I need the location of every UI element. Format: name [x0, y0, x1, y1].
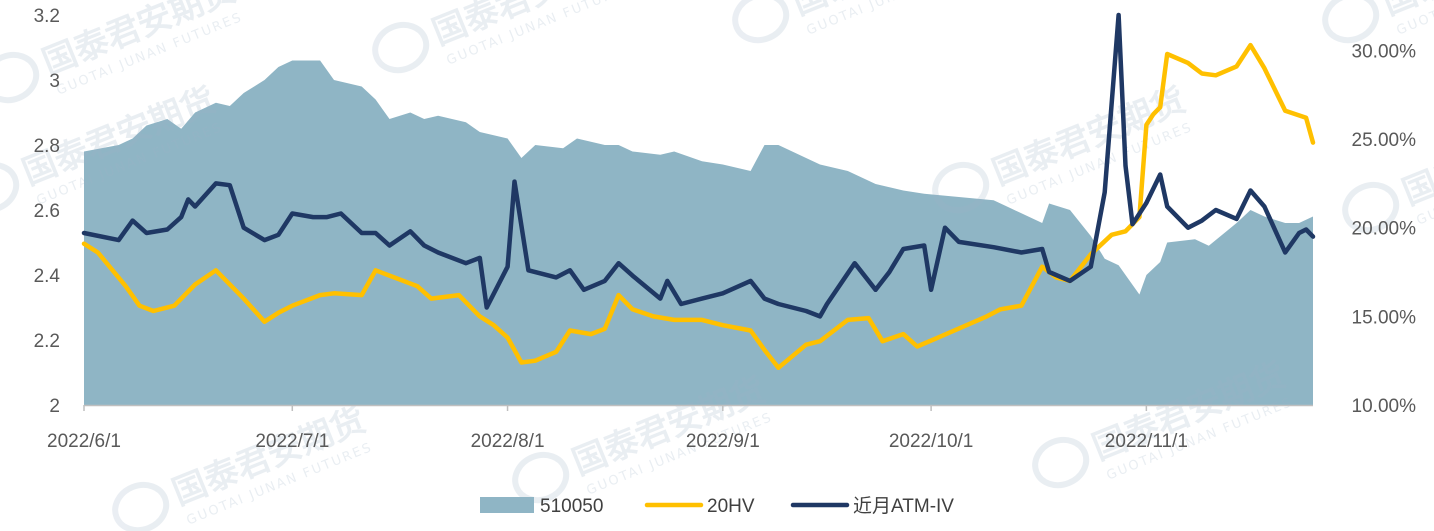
watermark-logo-icon — [0, 161, 20, 214]
watermark-logo-icon — [512, 451, 570, 504]
right-tick-label: 20.00% — [1352, 219, 1417, 240]
left-tick-label: 2 — [49, 396, 60, 417]
x-tick-label: 2022/10/1 — [889, 431, 974, 452]
right-tick-label: 10.00% — [1352, 396, 1417, 417]
watermark-logo-icon — [1032, 436, 1090, 489]
watermark-text: 国泰君安期货 — [37, 0, 241, 84]
watermark-text: 国泰君安期货 — [1397, 100, 1434, 214]
x-tick-label: 2022/9/1 — [686, 431, 760, 452]
right-tick-label: 25.00% — [1352, 130, 1417, 151]
x-tick-label: 2022/8/1 — [471, 431, 545, 452]
left-tick-label: 2.6 — [34, 201, 60, 222]
legend: 510050 20HV 近月ATM-IV — [480, 495, 954, 517]
legend-item-2: 近月ATM-IV — [790, 495, 954, 517]
x-tick-label: 2022/6/1 — [47, 431, 121, 452]
line-series-layer — [81, 12, 1316, 371]
watermark-logo-icon — [932, 161, 990, 214]
watermark-logo-icon — [1342, 181, 1400, 234]
legend-label: 近月ATM-IV — [853, 495, 954, 517]
right-tick-label: 15.00% — [1352, 307, 1417, 328]
watermark-logo-icon — [1322, 0, 1380, 44]
legend-item-0: 510050 — [480, 496, 603, 517]
line-series-2 — [81, 12, 1316, 319]
left-tick-label: 2.2 — [34, 331, 60, 352]
line-series-1 — [81, 42, 1316, 371]
watermark-logo-icon — [372, 21, 430, 74]
x-tick-label: 2022/11/1 — [1105, 431, 1188, 452]
legend-item-1: 20HV — [644, 496, 755, 517]
watermark-logo-icon — [732, 0, 790, 44]
legend-swatch — [480, 497, 534, 513]
right-tick-label: 30.00% — [1352, 41, 1417, 62]
left-tick-label: 2.8 — [34, 136, 60, 157]
area-series-510050 — [84, 60, 1313, 405]
legend-label: 20HV — [707, 496, 755, 517]
area-510050 — [84, 60, 1313, 405]
left-tick-label: 3.2 — [34, 6, 60, 27]
x-tick-label: 2022/7/1 — [255, 431, 329, 452]
left-tick-label: 3 — [49, 71, 60, 92]
watermark-logo-icon — [112, 481, 170, 531]
axes: 2022/6/1 2022/7/1 2022/8/1 2022/9/1 2022/10/… — [34, 6, 1417, 452]
legend-label: 510050 — [540, 496, 603, 517]
left-tick-label: 2.4 — [34, 266, 61, 287]
watermark-logo-icon — [0, 51, 40, 104]
